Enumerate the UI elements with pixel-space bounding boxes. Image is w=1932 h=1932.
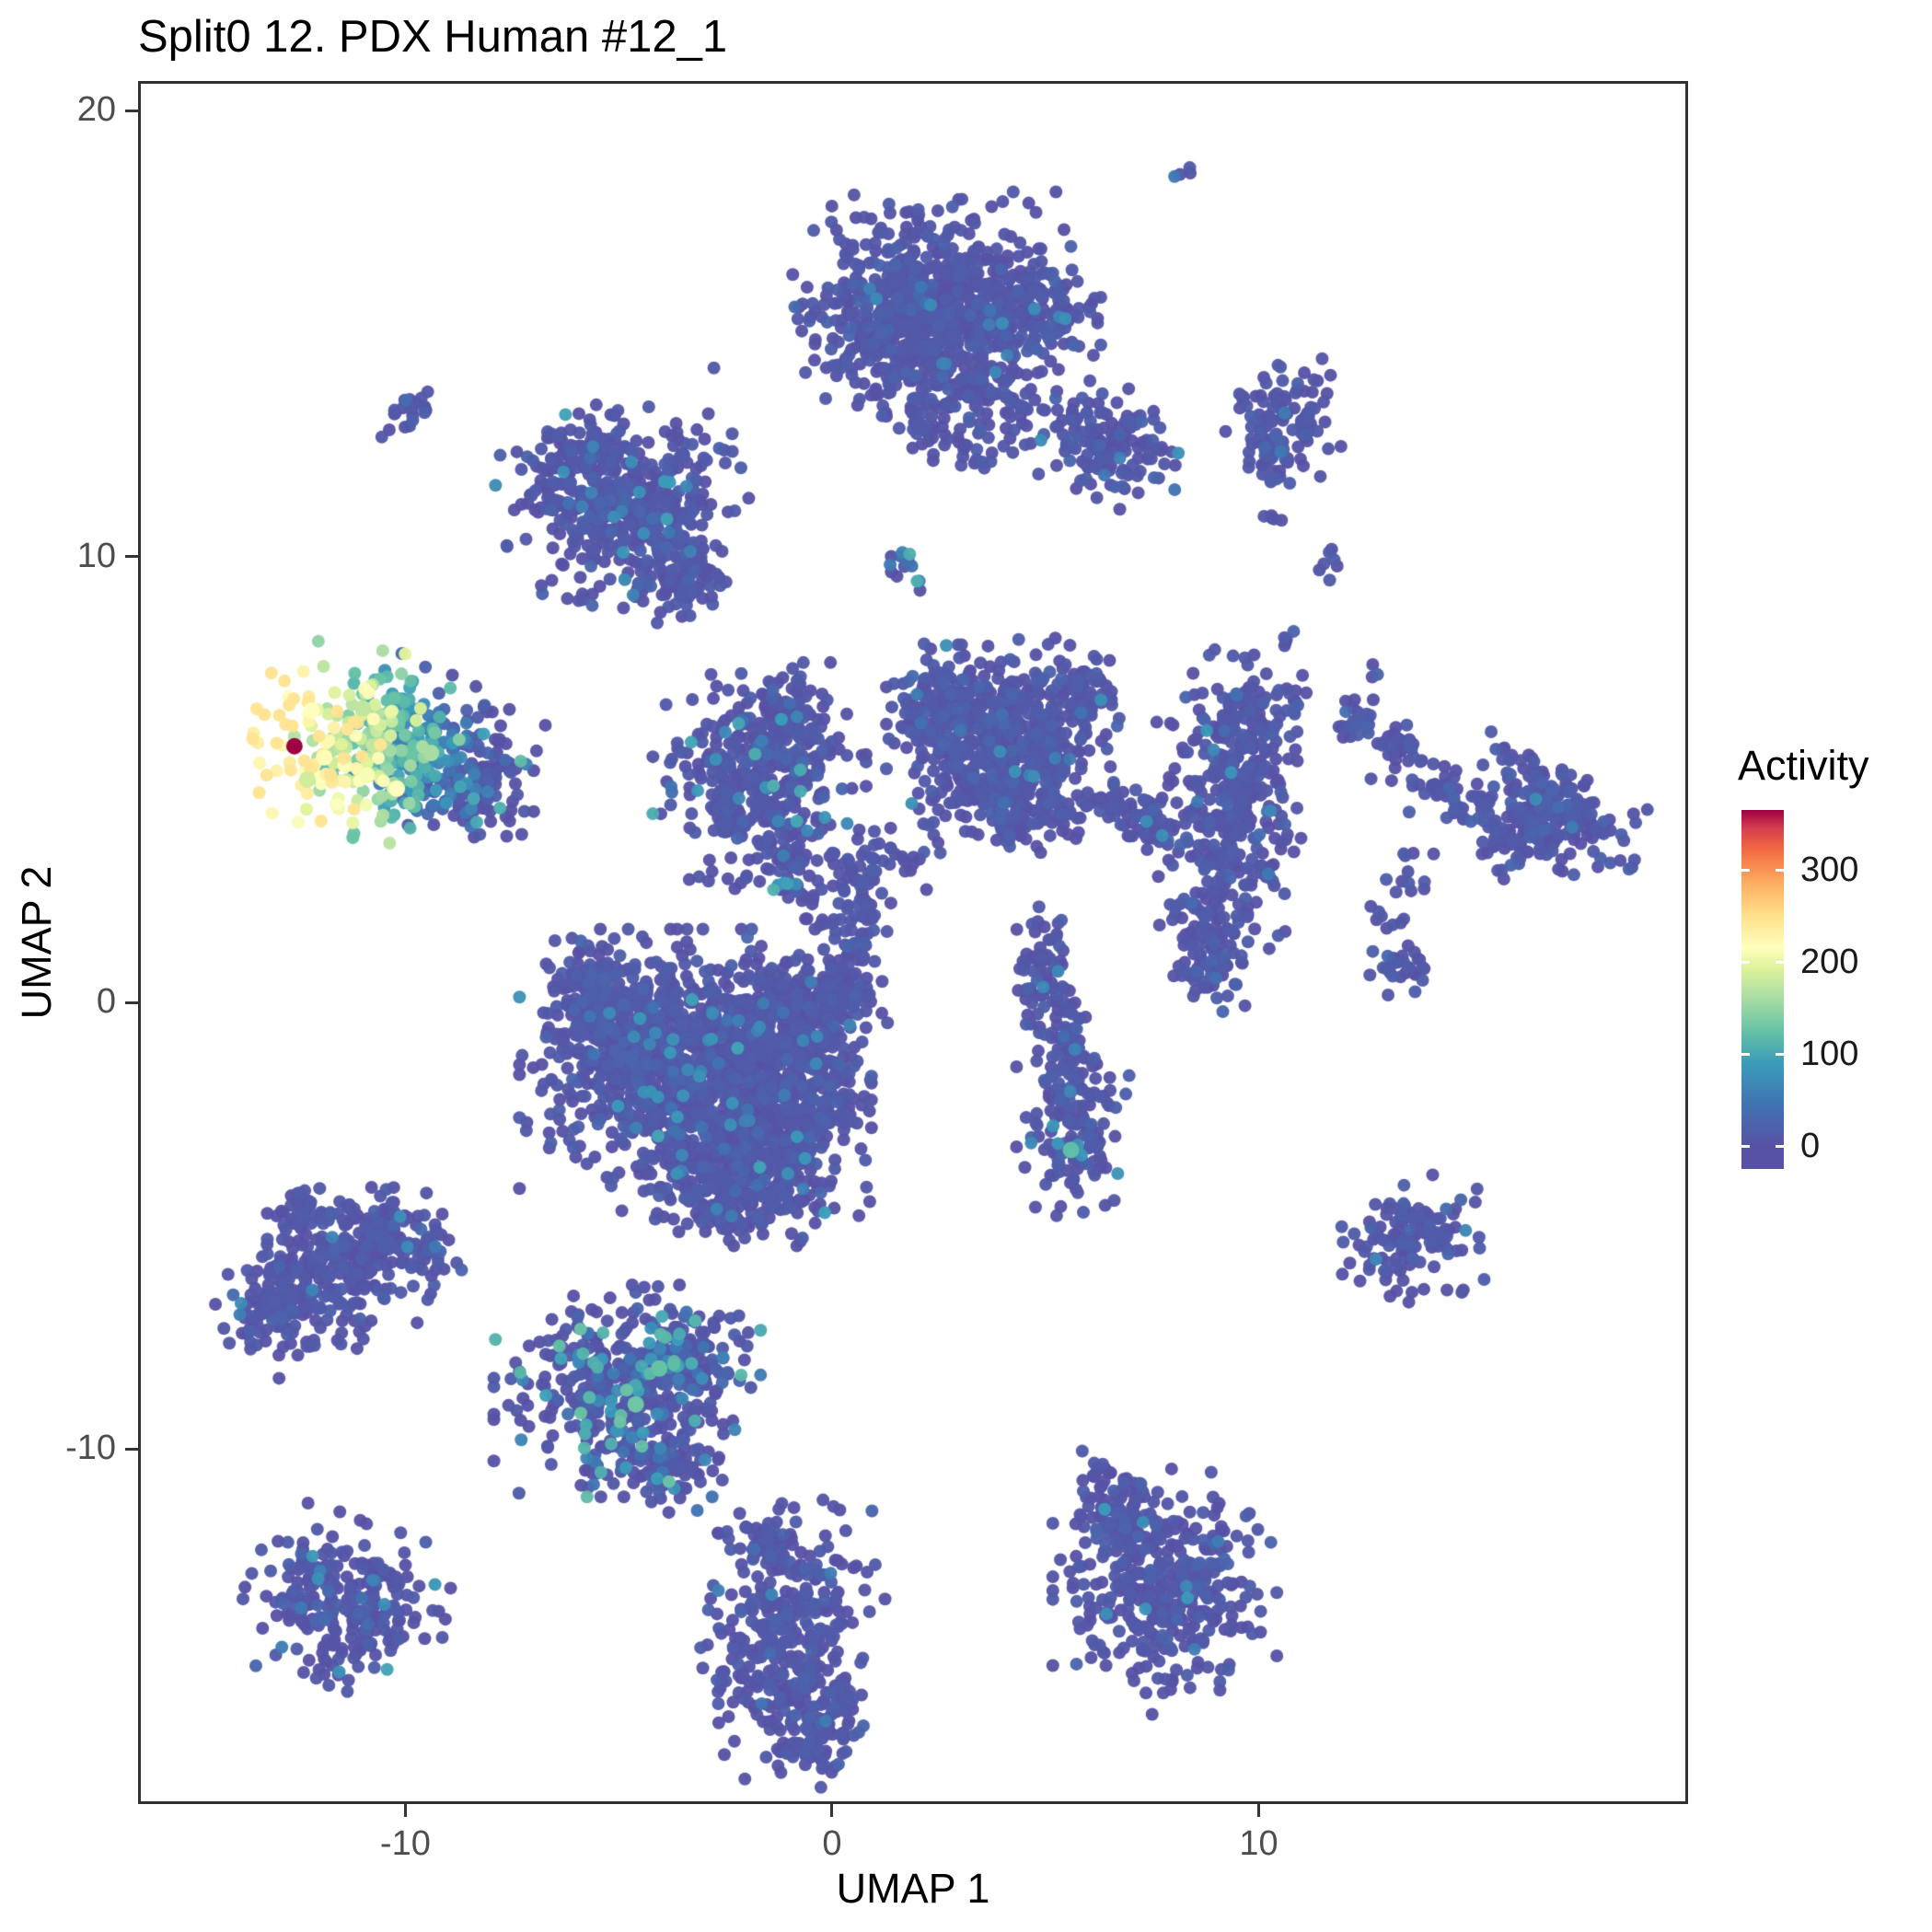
- y-tick-label: 20: [76, 90, 116, 130]
- colorbar-tick-mark: [1741, 1144, 1750, 1148]
- x-tick-label: 0: [822, 1824, 842, 1863]
- x-tick-label: -10: [379, 1824, 431, 1863]
- x-axis-title: UMAP 1: [836, 1865, 990, 1912]
- x-tick-mark: [403, 1804, 407, 1817]
- y-tick-label: -10: [65, 1429, 116, 1468]
- y-tick-mark: [125, 1001, 138, 1004]
- y-tick-label: 0: [96, 982, 116, 1022]
- colorbar-tick-mark: [1776, 960, 1784, 964]
- colorbar-tick-mark: [1741, 960, 1750, 964]
- y-tick-label: 10: [76, 536, 116, 575]
- plot-panel: [138, 81, 1688, 1804]
- colorbar-tick-mark: [1776, 1144, 1784, 1148]
- y-axis-title: UMAP 2: [13, 865, 60, 1020]
- x-tick-mark: [830, 1804, 834, 1817]
- colorbar-tick-mark: [1741, 868, 1750, 872]
- scatter-canvas: [141, 84, 1685, 1801]
- plot-title: Split0 12. PDX Human #12_1: [138, 12, 728, 62]
- colorbar-tick-mark: [1776, 1052, 1784, 1056]
- legend-tick-label: 0: [1800, 1127, 1821, 1165]
- legend-tick-label: 100: [1800, 1035, 1859, 1073]
- legend-colorbar: [1741, 810, 1784, 1169]
- y-tick-mark: [125, 1447, 138, 1451]
- legend-tick-label: 200: [1800, 943, 1859, 981]
- y-tick-mark: [125, 109, 138, 112]
- x-tick-label: 10: [1239, 1824, 1278, 1863]
- colorbar-tick-mark: [1776, 868, 1784, 872]
- y-tick-mark: [125, 555, 138, 559]
- colorbar-tick-mark: [1741, 1052, 1750, 1056]
- x-tick-mark: [1256, 1804, 1260, 1817]
- legend-title: Activity: [1738, 742, 1869, 789]
- legend-tick-label: 300: [1800, 850, 1859, 889]
- legend: Activity 0 100 200 300: [1738, 742, 1931, 1169]
